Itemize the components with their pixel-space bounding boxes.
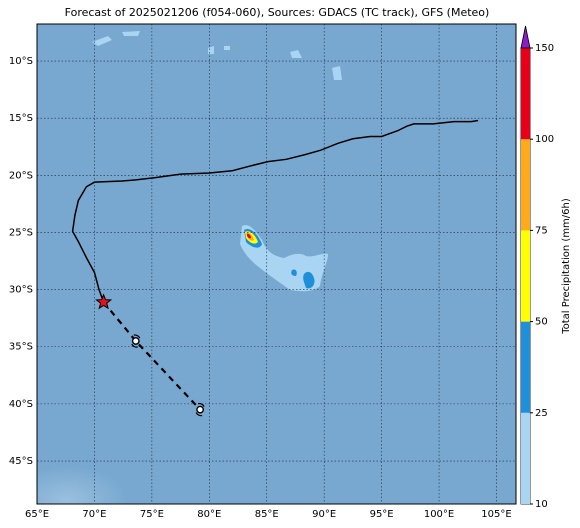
colorbar-segment [521, 139, 530, 231]
colorbar-segment [521, 48, 530, 140]
colorbar-segment [521, 230, 530, 322]
colorbar-tick-label: 50 [535, 317, 548, 328]
x-tick-label: 75°E [140, 509, 164, 520]
map-sheen [37, 420, 187, 504]
y-tick-label: 10°S [9, 56, 33, 67]
y-tick-label: 45°S [9, 456, 33, 467]
y-tick-label: 20°S [9, 170, 33, 181]
forecast-track [102, 301, 201, 411]
map-frame [36, 23, 517, 505]
x-tick-label: 80°E [197, 509, 221, 520]
y-tick-label: 30°S [9, 285, 33, 296]
cyclone-symbol-arc [195, 402, 205, 417]
y-tick-label: 35°S [9, 342, 33, 353]
colorbar-tick-label: 25 [535, 408, 548, 419]
colorbar-label: Total Precipitation (mm/6h) [561, 198, 572, 335]
colorbar-extension [520, 25, 531, 49]
colorbar-segment [521, 412, 530, 504]
precipitation [92, 31, 342, 292]
cyclone-symbol-arc [131, 334, 141, 348]
cyclone-symbol [196, 405, 205, 414]
chart-title: Forecast of 2025021206 (f054-060), Sourc… [65, 6, 490, 19]
x-tick-label: 70°E [82, 509, 106, 520]
y-tick-label: 40°S [9, 399, 33, 410]
cyclone-symbol [131, 337, 140, 345]
colorbar-tick-label: 75 [535, 225, 548, 236]
past-track [71, 119, 479, 303]
colorbar-tick-label: 10 [535, 499, 548, 510]
x-tick-label: 100°E [424, 509, 454, 520]
colorbar-tick-label: 100 [535, 134, 554, 145]
x-tick-label: 90°E [312, 509, 336, 520]
colorbar-segment [521, 321, 530, 413]
current-position-star [95, 293, 113, 310]
x-tick-label: 85°E [255, 509, 279, 520]
x-tick-label: 105°E [481, 509, 511, 520]
x-tick-label: 65°E [25, 509, 49, 520]
x-tick-label: 95°E [370, 509, 394, 520]
y-tick-label: 25°S [9, 227, 33, 238]
y-tick-label: 15°S [9, 113, 33, 124]
colorbar-tick-label: 150 [535, 43, 554, 54]
